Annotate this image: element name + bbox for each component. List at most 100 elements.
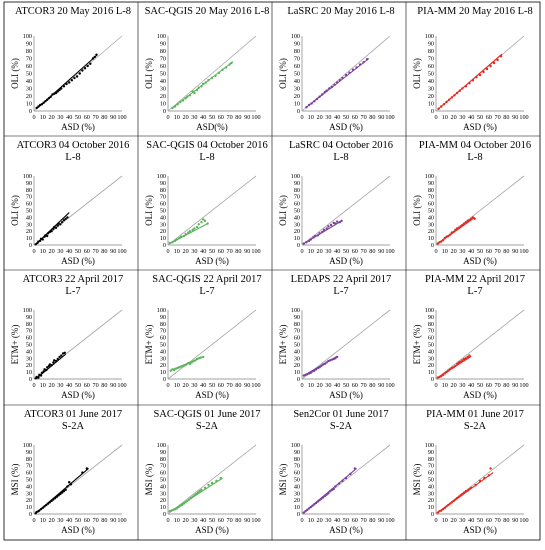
data-point bbox=[349, 472, 352, 476]
data-point bbox=[58, 355, 61, 359]
x-tick-label: 30 bbox=[459, 382, 465, 389]
x-tick-label: 30 bbox=[325, 248, 331, 255]
y-axis-label: MSI (%) bbox=[412, 464, 422, 496]
y-tick-label: 30 bbox=[26, 221, 32, 228]
data-point bbox=[207, 483, 210, 487]
y-tick-label: 50 bbox=[26, 208, 32, 215]
x-tick-label: 40 bbox=[468, 517, 474, 524]
data-point bbox=[457, 495, 461, 498]
x-tick-label: 90 bbox=[378, 382, 384, 389]
data-point bbox=[203, 486, 207, 489]
y-axis-label: MSI (%) bbox=[278, 464, 288, 496]
x-tick-label: 100 bbox=[117, 382, 126, 389]
data-point bbox=[204, 81, 208, 84]
data-point bbox=[207, 79, 210, 82]
chart-panel-8: ATCOR3 22 April 2017L-700101020203030404… bbox=[10, 274, 127, 400]
x-axis-label: ASD (%) bbox=[329, 525, 363, 535]
x-tick-label: 10 bbox=[40, 114, 46, 121]
fit-line bbox=[438, 53, 503, 110]
y-tick-label: 50 bbox=[428, 342, 434, 349]
y-axis-label: OLI (%) bbox=[144, 195, 154, 226]
y-tick-label: 60 bbox=[428, 63, 434, 70]
chart-title: Sen2Cor 01 June 2017 bbox=[293, 409, 388, 420]
x-tick-label: 30 bbox=[191, 248, 197, 255]
y-tick-label: 20 bbox=[294, 362, 300, 369]
x-tick-label: 50 bbox=[209, 114, 215, 121]
y-tick-label: 60 bbox=[26, 201, 32, 208]
chart-title: L-8 bbox=[65, 152, 80, 163]
data-point bbox=[455, 91, 459, 95]
data-point bbox=[200, 488, 203, 492]
x-axis-label: ASD (%) bbox=[463, 256, 497, 266]
y-tick-label: 60 bbox=[428, 470, 434, 477]
y-tick-label: 60 bbox=[428, 201, 434, 208]
y-tick-label: 70 bbox=[26, 328, 32, 335]
x-tick-label: 10 bbox=[442, 114, 448, 121]
x-tick-label: 30 bbox=[57, 114, 63, 121]
x-tick-label: 90 bbox=[110, 248, 116, 255]
y-tick-label: 40 bbox=[160, 483, 166, 490]
data-point bbox=[450, 96, 454, 99]
x-tick-label: 10 bbox=[442, 382, 448, 389]
data-point bbox=[44, 100, 47, 103]
data-point bbox=[318, 499, 321, 502]
y-tick-label: 90 bbox=[428, 41, 434, 48]
y-tick-label: 60 bbox=[294, 201, 300, 208]
y-tick-label: 20 bbox=[26, 497, 32, 504]
chart-title: L-7 bbox=[467, 286, 482, 297]
chart-panel-12: ATCOR3 01 June 2017S-2A00101020203030404… bbox=[10, 409, 127, 535]
y-tick-label: 60 bbox=[26, 470, 32, 477]
y-tick-label: 10 bbox=[160, 101, 166, 108]
chart-panel-15: PIA-MM 01 June 2017S-2A00101020203030404… bbox=[412, 409, 529, 535]
y-tick-label: 100 bbox=[291, 173, 300, 180]
data-point bbox=[489, 64, 492, 68]
y-tick-label: 100 bbox=[291, 307, 300, 314]
x-tick-label: 70 bbox=[495, 114, 501, 121]
x-tick-label: 70 bbox=[495, 382, 501, 389]
x-tick-label: 10 bbox=[40, 517, 46, 524]
x-tick-label: 20 bbox=[183, 114, 189, 121]
y-axis-label: ETM+ (%) bbox=[412, 325, 422, 365]
data-point bbox=[46, 234, 49, 238]
data-point bbox=[348, 71, 351, 74]
chart-panel-0: ATCOR3 20 May 2016 L-8001010202030304040… bbox=[10, 6, 131, 132]
y-tick-label: 100 bbox=[23, 33, 32, 40]
one-to-one-line bbox=[435, 175, 525, 246]
y-tick-label: 30 bbox=[428, 86, 434, 93]
x-tick-label: 70 bbox=[227, 248, 233, 255]
data-point bbox=[457, 226, 461, 229]
data-point bbox=[173, 105, 177, 108]
x-tick-label: 40 bbox=[66, 248, 72, 255]
y-tick-label: 60 bbox=[160, 470, 166, 477]
y-tick-label: 30 bbox=[294, 86, 300, 93]
data-point bbox=[81, 471, 84, 474]
x-tick-label: 70 bbox=[361, 382, 367, 389]
x-tick-label: 0 bbox=[300, 248, 303, 255]
data-point bbox=[468, 354, 471, 357]
chart-title: L-8 bbox=[199, 152, 214, 163]
y-tick-label: 60 bbox=[294, 63, 300, 70]
x-tick-label: 70 bbox=[361, 114, 367, 121]
x-tick-label: 90 bbox=[512, 382, 518, 389]
x-tick-label: 0 bbox=[434, 248, 437, 255]
y-tick-label: 0 bbox=[297, 242, 300, 249]
y-tick-label: 30 bbox=[160, 221, 166, 228]
data-point bbox=[196, 491, 200, 494]
data-point bbox=[307, 507, 311, 510]
x-tick-label: 0 bbox=[32, 248, 35, 255]
data-point bbox=[323, 494, 327, 498]
data-point bbox=[336, 81, 339, 84]
x-tick-label: 80 bbox=[503, 248, 509, 255]
y-tick-label: 20 bbox=[294, 228, 300, 235]
data-point bbox=[210, 481, 214, 485]
data-point bbox=[86, 64, 89, 68]
data-point bbox=[69, 483, 73, 486]
data-point bbox=[470, 486, 473, 489]
x-axis-label: ASD (%) bbox=[61, 122, 95, 132]
y-tick-label: 100 bbox=[157, 442, 166, 449]
y-tick-label: 90 bbox=[294, 449, 300, 456]
data-point bbox=[321, 93, 324, 96]
data-point bbox=[447, 503, 450, 507]
y-tick-label: 10 bbox=[294, 235, 300, 242]
y-tick-label: 90 bbox=[26, 180, 32, 187]
